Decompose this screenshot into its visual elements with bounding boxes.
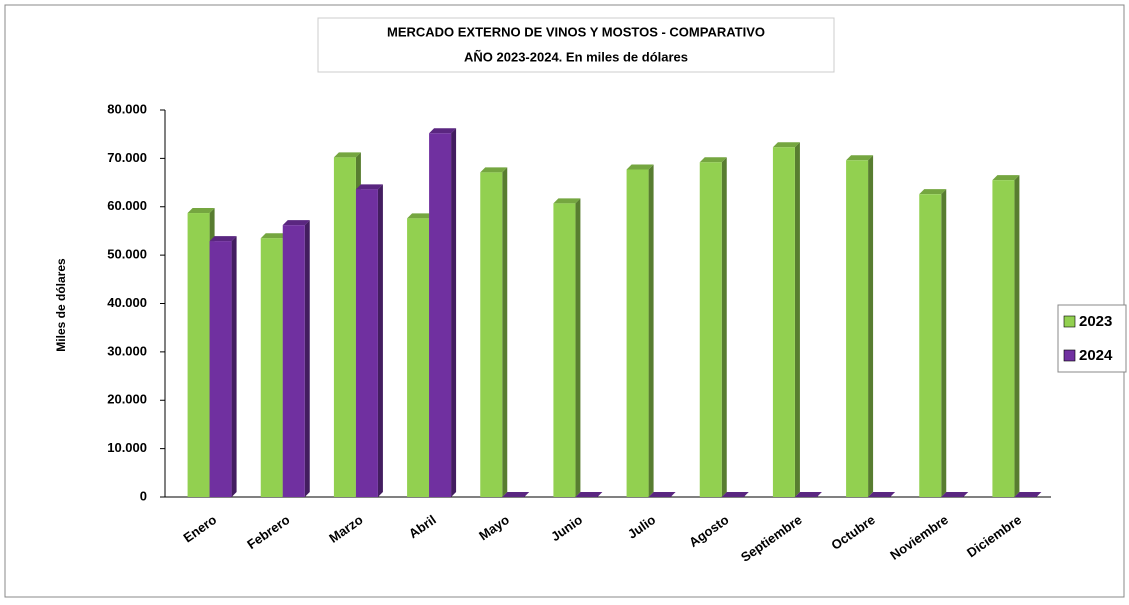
bar — [209, 241, 232, 497]
y-tick-label: 80.000 — [107, 101, 147, 116]
bar — [553, 203, 576, 497]
y-tick-label: 0 — [140, 488, 147, 503]
y-tick-label: 50.000 — [107, 247, 147, 262]
bar-top — [282, 220, 310, 226]
bar — [333, 157, 356, 497]
bar-side — [231, 236, 237, 497]
bar-side — [721, 157, 727, 497]
bar-top — [846, 155, 874, 161]
bar-side — [868, 155, 874, 497]
bar — [260, 238, 283, 497]
bar-top — [429, 128, 457, 134]
legend-label: 2024 — [1079, 347, 1113, 364]
legend-label: 2023 — [1079, 313, 1112, 330]
bar — [772, 147, 795, 497]
bar — [846, 160, 869, 497]
bar — [282, 225, 305, 497]
bar-top — [941, 492, 969, 497]
bar-top — [407, 213, 435, 219]
bar-top — [260, 233, 288, 239]
bar-side — [377, 184, 383, 497]
bar-top — [355, 184, 383, 190]
bar-side — [451, 128, 457, 497]
bar-top — [794, 492, 822, 497]
y-tick-label: 40.000 — [107, 295, 147, 310]
bar-side — [941, 189, 947, 498]
y-tick-label: 10.000 — [107, 440, 147, 455]
bar-top — [575, 492, 603, 497]
bar — [626, 169, 649, 497]
bar-top — [992, 175, 1020, 181]
bar-side — [304, 220, 310, 497]
bar-side — [794, 142, 800, 497]
bar-side — [502, 167, 508, 497]
bar-side — [1014, 175, 1020, 498]
bar-top — [209, 236, 237, 242]
bar-top — [772, 142, 800, 148]
y-tick-label: 60.000 — [107, 198, 147, 213]
title-box — [317, 17, 835, 73]
bar-top — [1014, 492, 1042, 497]
bar-top — [648, 492, 676, 497]
bar-top — [480, 167, 508, 173]
bar-top — [502, 492, 530, 497]
bar — [919, 194, 942, 498]
bar — [407, 218, 430, 498]
bar-top — [868, 492, 896, 497]
y-axis-label: Miles de dólares — [54, 258, 68, 352]
bar — [355, 189, 378, 497]
y-tick-label: 30.000 — [107, 343, 147, 358]
legend-swatch — [1063, 349, 1076, 362]
bar — [429, 133, 452, 497]
chart-title: MERCADO EXTERNO DE VINOS Y MOSTOS - COMP… — [387, 24, 765, 39]
y-tick-label: 70.000 — [107, 150, 147, 165]
bar-top — [699, 157, 727, 163]
bar — [699, 162, 722, 497]
legend-swatch — [1063, 315, 1076, 328]
bar — [187, 213, 210, 497]
chart-title: AÑO 2023-2024. En miles de dólares — [464, 49, 688, 64]
bar-side — [648, 164, 654, 497]
bar — [992, 180, 1015, 498]
bar-top — [919, 189, 947, 195]
bar-top — [626, 164, 654, 170]
bar-top — [333, 152, 361, 158]
bar — [480, 172, 503, 497]
bar-side — [575, 198, 581, 497]
y-tick-label: 20.000 — [107, 392, 147, 407]
bar-top — [553, 198, 581, 204]
bar-top — [187, 208, 215, 214]
bar-top — [721, 492, 749, 497]
